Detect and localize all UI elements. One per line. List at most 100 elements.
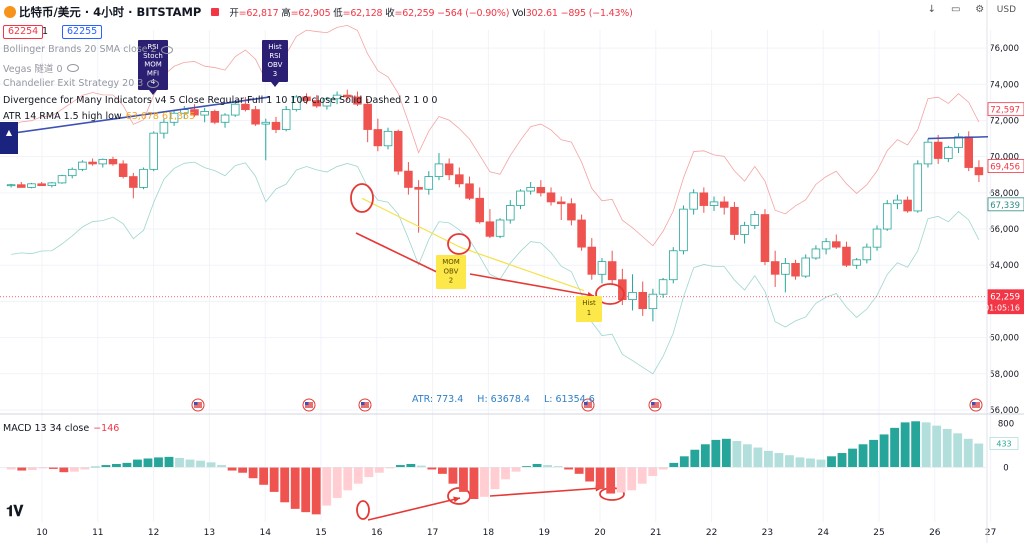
macd-arrow: [489, 487, 603, 497]
arrow-down-icon[interactable]: ↓: [927, 4, 936, 15]
label-line: 3: [273, 70, 277, 78]
indicator-bollinger[interactable]: Bollinger Brands 20 SMA close 2: [3, 44, 173, 55]
label-line: OBV: [268, 61, 283, 69]
macd-label[interactable]: MACD 13 34 close −146: [3, 423, 120, 434]
candle: [658, 277, 668, 298]
price-axis-box: [987, 159, 1024, 173]
flag-stripes: [305, 402, 313, 408]
candle-body: [638, 291, 647, 310]
macd-bar: [206, 462, 216, 468]
event-flag-icon: [191, 398, 205, 412]
label-box: [138, 40, 168, 90]
candle-body: [760, 214, 770, 263]
macd-arrow-head: [453, 496, 460, 503]
candle-body: [842, 246, 851, 266]
candle-body: [567, 203, 576, 221]
x-tick-label: 26: [929, 528, 941, 538]
candle-body: [719, 201, 729, 208]
candle: [781, 258, 790, 293]
divergence-line: [927, 135, 989, 140]
eye-hidden-icon[interactable]: [147, 79, 160, 88]
candle: [506, 200, 515, 224]
candle-body: [770, 261, 780, 275]
macd-bar: [953, 433, 963, 468]
eye-hidden-icon[interactable]: [160, 45, 173, 54]
label-pointer: [271, 82, 279, 87]
event-flag-icon: [969, 398, 983, 412]
candle-body: [220, 114, 230, 123]
currency-label[interactable]: USD: [996, 4, 1016, 15]
atr-readout: ATR: 773.4 H: 63678.4 L: 61354.6: [412, 394, 595, 405]
candle-body: [261, 121, 271, 125]
macd-bar: [827, 456, 836, 468]
y-tick-label: 56,000: [989, 406, 1019, 416]
symbol-title[interactable]: 比特币/美元 · 4小时 · BITSTAMP: [19, 5, 202, 19]
candle-body: [383, 130, 393, 147]
candle-body: [709, 201, 719, 206]
macd-bar: [480, 467, 489, 497]
candle-body: [98, 158, 108, 165]
ask-price[interactable]: 62255: [62, 25, 103, 39]
settings-icon[interactable]: ⚙: [975, 4, 985, 15]
macd-bar: [6, 467, 16, 470]
macd-last-box: [989, 437, 1019, 450]
flag-canton: [361, 402, 365, 405]
label-line: OBV: [444, 267, 459, 275]
candle: [862, 243, 872, 264]
candle: [383, 127, 393, 150]
x-tick-label: 11: [92, 528, 103, 538]
candle: [628, 274, 637, 311]
indicator-vegas[interactable]: Vegas 隧道 0: [3, 61, 79, 75]
price-axis-label: 69,456: [987, 159, 1024, 173]
eye-hidden-icon[interactable]: [66, 64, 79, 72]
candle: [607, 250, 617, 286]
candle: [842, 241, 851, 268]
divergence-line: [0, 96, 271, 136]
x-tick-label: 24: [817, 528, 829, 538]
x-tick-label: 14: [259, 528, 271, 538]
x-tick-label: 19: [538, 528, 550, 538]
highlight-circle: [356, 500, 370, 520]
price-axis-label: 67,339: [987, 197, 1024, 212]
x-tick-label: 18: [483, 528, 495, 538]
minimize-icon[interactable]: ▭: [951, 4, 961, 15]
candle: [730, 201, 739, 240]
candle-body: [821, 241, 831, 250]
candle-body: [923, 141, 933, 165]
divergence-label: Hist 1: [576, 296, 602, 322]
candle: [913, 160, 923, 213]
y-tick-label: 72,000: [989, 116, 1019, 126]
candle: [770, 250, 780, 287]
macd-bar: [427, 467, 437, 470]
macd-bar: [911, 421, 921, 468]
candle-body: [933, 141, 943, 159]
macd-bar: [469, 467, 479, 500]
candle: [832, 234, 841, 249]
label-line: RSI: [147, 43, 158, 51]
y-tick-label: 64,000: [989, 261, 1019, 271]
flag-stripes: [972, 402, 980, 408]
indicator-chandelier[interactable]: Chandelier Exit Strategy 20 3: [3, 78, 160, 89]
label-box: [436, 255, 466, 289]
candle: [57, 174, 67, 184]
candle-body: [750, 214, 760, 226]
candle-body: [964, 136, 973, 168]
candle: [923, 138, 933, 168]
candle: [98, 158, 108, 168]
indicator-divergence[interactable]: Divergence for Many Indicators v4 5 Clos…: [3, 95, 438, 106]
candle: [159, 118, 169, 139]
candle-body: [669, 250, 678, 281]
price-axis-text: 72,597: [990, 106, 1020, 116]
candle-body: [913, 163, 923, 212]
candle-body: [434, 163, 444, 177]
bid-price[interactable]: 62254: [3, 25, 44, 39]
candle: [6, 183, 16, 188]
candle-body: [281, 109, 291, 130]
macd-bar: [963, 438, 973, 468]
candle-body: [485, 221, 495, 237]
macd-bar: [564, 467, 574, 470]
candle-body: [740, 225, 749, 235]
indicator-atr[interactable]: ATR 14 RMA 1.5 high low 63,678 61,355: [3, 111, 196, 122]
